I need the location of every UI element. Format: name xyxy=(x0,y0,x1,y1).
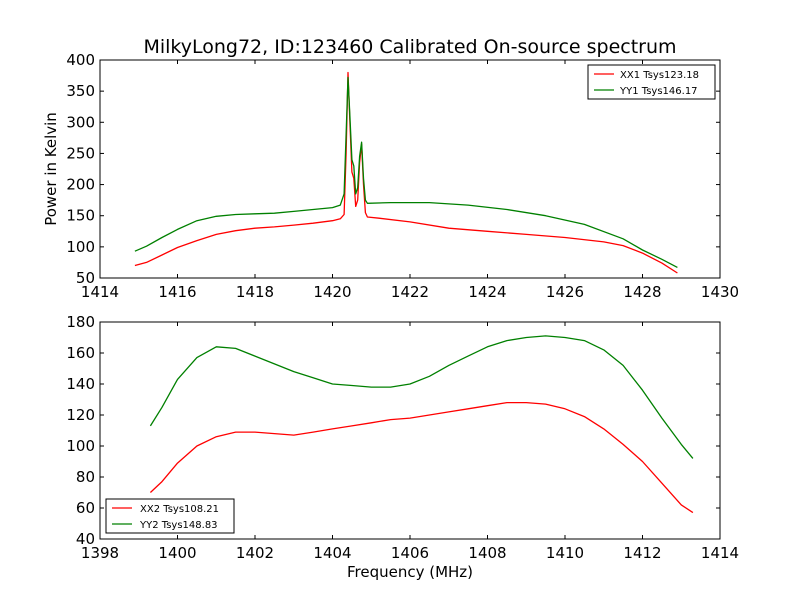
top-x-tick-label: 1414 xyxy=(81,283,119,301)
bottom-y-tick-label: 40 xyxy=(76,530,95,548)
top-x-ticks: 1414 1416 1418 1420 1422 1424 1426 1428 1430 xyxy=(81,60,739,301)
bottom-y-tick-label: 160 xyxy=(66,344,95,362)
figure-title: MilkyLong72, ID:123460 Calibrated On-sou… xyxy=(143,36,676,58)
bottom-y-tick-label: 80 xyxy=(76,468,95,486)
top-x-tick-label: 1416 xyxy=(158,283,196,301)
top-y-tick-label: 350 xyxy=(66,82,95,100)
bottom-series xyxy=(149,335,694,514)
top-y-tick-label: 200 xyxy=(66,176,95,194)
bottom-x-tick-label: 1398 xyxy=(81,544,119,562)
bottom-x-tick-label: 1400 xyxy=(158,544,196,562)
top-legend-label-xx1: XX1 Tsys123.18 xyxy=(620,70,699,81)
top-series-line-xx1 xyxy=(134,71,678,274)
bottom-series-line-yy2 xyxy=(149,335,694,459)
top-y-ticks: 50 100 150 200 250 300 350 400 xyxy=(66,51,720,287)
bottom-x-tick-label: 1402 xyxy=(236,544,274,562)
bottom-y-tick-label: 60 xyxy=(76,499,95,517)
bottom-series-line-xx2 xyxy=(149,401,694,514)
top-spectrum-panel: 1414 1416 1418 1420 1422 1424 1426 1428 1430 501… xyxy=(42,51,739,301)
top-y-tick-label: 300 xyxy=(66,113,95,131)
bottom-x-tick-label: 1404 xyxy=(313,544,351,562)
top-y-tick-label: 250 xyxy=(66,144,95,162)
bottom-x-tick-label: 1412 xyxy=(623,544,661,562)
top-x-tick-label: 1428 xyxy=(623,283,661,301)
bottom-x-axis-label: Frequency (MHz) xyxy=(347,563,473,581)
bottom-axes-frame xyxy=(99,321,721,540)
top-series xyxy=(134,71,678,274)
top-x-tick-label: 1430 xyxy=(701,283,739,301)
top-x-tick-label: 1424 xyxy=(468,283,506,301)
top-y-tick-label: 400 xyxy=(66,51,95,69)
top-legend-label-yy1: YY1 Tsys146.17 xyxy=(619,86,698,97)
top-x-tick-label: 1420 xyxy=(313,283,351,301)
top-legend-box xyxy=(587,64,716,100)
top-y-tick-label: 150 xyxy=(66,207,95,225)
bottom-spectrum-panel: 1398 1400 1402 1404 1406 1408 1410 1412 1414 40 6… xyxy=(66,313,739,581)
top-y-tick-label: 50 xyxy=(76,269,95,287)
bottom-x-ticks: 1398 1400 1402 1404 1406 1408 1410 1412 1414 xyxy=(81,322,739,562)
bottom-x-tick-label: 1410 xyxy=(546,544,584,562)
bottom-legend-box xyxy=(105,498,235,534)
bottom-legend-label-yy2: YY2 Tsys148.83 xyxy=(139,520,218,531)
top-x-tick-label: 1422 xyxy=(391,283,429,301)
bottom-x-tick-label: 1406 xyxy=(391,544,429,562)
top-legend: XX1 Tsys123.18 YY1 Tsys146.17 xyxy=(587,64,716,100)
top-y-tick-label: 100 xyxy=(66,238,95,256)
bottom-x-tick-label: 1408 xyxy=(468,544,506,562)
bottom-y-tick-label: 120 xyxy=(66,406,95,424)
bottom-y-tick-label: 180 xyxy=(66,313,95,331)
bottom-legend-label-xx2: XX2 Tsys108.21 xyxy=(140,504,219,515)
bottom-x-tick-label: 1414 xyxy=(701,544,739,562)
bottom-y-ticks: 40 60 80 100 120 140 160 180 xyxy=(66,313,720,548)
bottom-legend: XX2 Tsys108.21 YY2 Tsys148.83 xyxy=(105,498,235,534)
top-series-line-yy1 xyxy=(134,76,678,268)
top-x-tick-label: 1426 xyxy=(546,283,584,301)
top-x-tick-label: 1418 xyxy=(236,283,274,301)
top-y-axis-label: Power in Kelvin xyxy=(42,112,60,226)
bottom-y-tick-label: 140 xyxy=(66,375,95,393)
top-axes-frame xyxy=(99,59,721,279)
bottom-y-tick-label: 100 xyxy=(66,437,95,455)
